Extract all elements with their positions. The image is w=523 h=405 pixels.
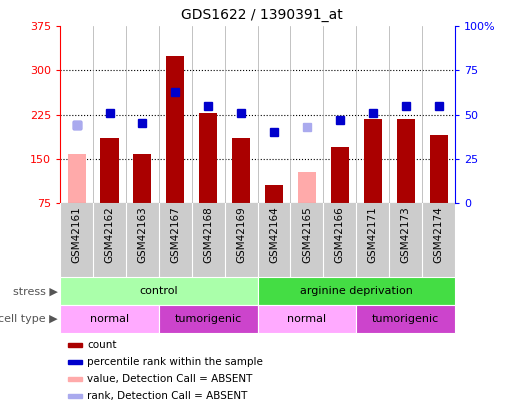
Text: GSM42166: GSM42166 (335, 207, 345, 264)
Bar (356, 305, 455, 333)
Bar (100, 138, 119, 203)
Text: stress ▶: stress ▶ (13, 286, 58, 296)
Text: control: control (140, 286, 178, 296)
Text: normal: normal (287, 314, 326, 324)
Bar (68, 343, 82, 347)
Text: arginine deprivation: arginine deprivation (300, 286, 413, 296)
Bar (429, 135, 448, 203)
Text: GSM42161: GSM42161 (72, 207, 82, 264)
Text: GSM42168: GSM42168 (203, 207, 213, 264)
Text: GSM42171: GSM42171 (368, 207, 378, 264)
Text: value, Detection Call = ABSENT: value, Detection Call = ABSENT (87, 374, 253, 384)
Bar (257, 277, 455, 305)
Text: GSM42163: GSM42163 (138, 207, 147, 264)
Text: GSM42174: GSM42174 (434, 207, 444, 264)
Bar (298, 172, 316, 203)
Text: GSM42162: GSM42162 (105, 207, 115, 264)
Text: GSM42173: GSM42173 (401, 207, 411, 264)
Text: GSM42165: GSM42165 (302, 207, 312, 264)
Text: tumorigenic: tumorigenic (372, 314, 439, 324)
Bar (133, 154, 152, 203)
Bar (232, 138, 250, 203)
Text: percentile rank within the sample: percentile rank within the sample (87, 357, 263, 367)
Text: GSM42169: GSM42169 (236, 207, 246, 264)
Bar (67, 154, 86, 203)
Bar (68, 394, 82, 398)
Bar (331, 147, 349, 203)
Text: tumorigenic: tumorigenic (175, 314, 242, 324)
Bar (199, 113, 217, 203)
Text: GSM42167: GSM42167 (170, 207, 180, 264)
Bar (363, 119, 382, 203)
Text: GDS1622 / 1390391_at: GDS1622 / 1390391_at (180, 8, 343, 22)
Text: cell type ▶: cell type ▶ (0, 314, 58, 324)
Bar (68, 360, 82, 364)
Bar (68, 377, 82, 381)
Bar (265, 185, 283, 203)
Bar (396, 119, 415, 203)
Bar (159, 305, 257, 333)
Text: rank, Detection Call = ABSENT: rank, Detection Call = ABSENT (87, 391, 247, 401)
Bar (60, 305, 159, 333)
Bar (257, 305, 356, 333)
Bar (60, 277, 257, 305)
Bar (166, 56, 185, 203)
Text: GSM42164: GSM42164 (269, 207, 279, 264)
Text: normal: normal (90, 314, 129, 324)
Text: count: count (87, 340, 117, 350)
